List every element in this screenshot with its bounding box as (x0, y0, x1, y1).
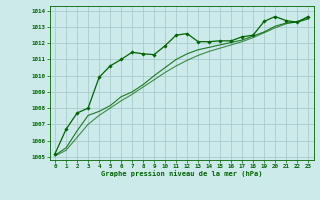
X-axis label: Graphe pression niveau de la mer (hPa): Graphe pression niveau de la mer (hPa) (101, 171, 262, 177)
